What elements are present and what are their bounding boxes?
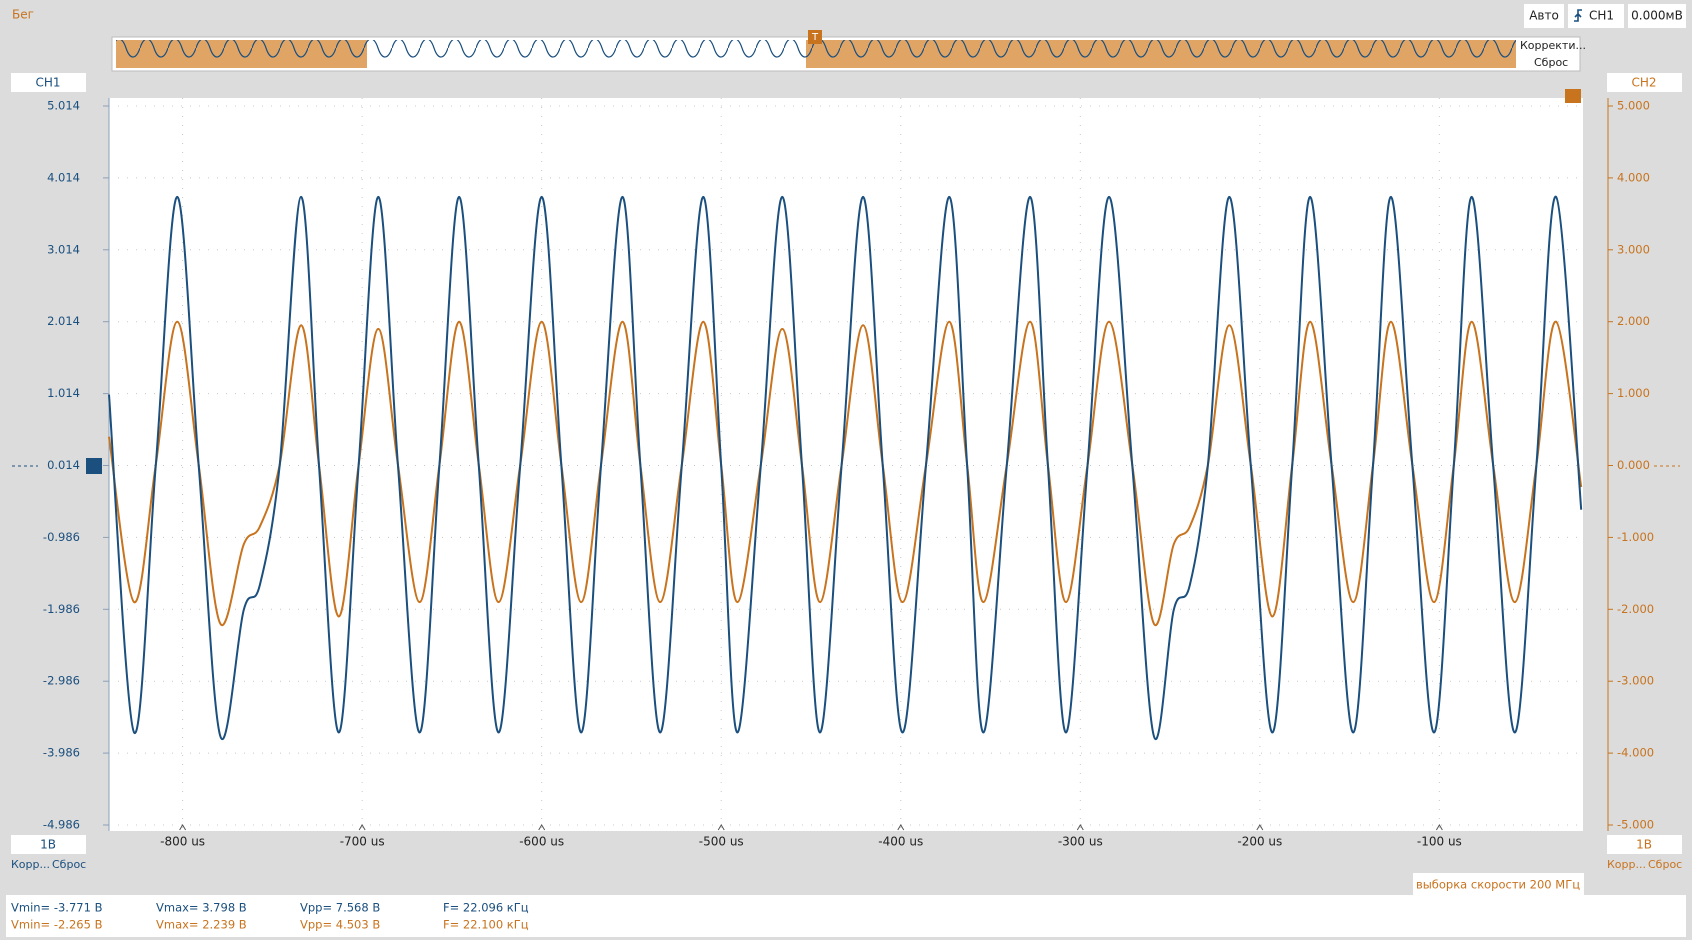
overview-reset[interactable]: Сброс [1534, 56, 1568, 69]
x-tick-label: -700 us [340, 835, 385, 849]
y-tick-label: 1.014 [47, 386, 80, 400]
measurement: F= 22.096 кГц [443, 901, 529, 915]
x-tick [358, 824, 366, 831]
ch2-scale-box[interactable] [1607, 835, 1682, 854]
trigger-source[interactable]: CH1 [1589, 9, 1614, 23]
measurement: Vmin= -3.771 В [11, 901, 103, 915]
x-tick-label: -200 us [1237, 835, 1282, 849]
y2-tick-label: -5.000 [1617, 818, 1654, 832]
measurement: Vmax= 2.239 В [156, 918, 247, 932]
mode-button[interactable] [1524, 4, 1564, 28]
y-tick-label: -2.986 [43, 674, 80, 688]
x-tick-label: -500 us [699, 835, 744, 849]
run-state[interactable]: Бег [12, 8, 34, 22]
ch2-correct[interactable]: Корр... [1607, 858, 1646, 871]
y2-tick-label: 5.000 [1617, 99, 1650, 113]
trigger-icon [1574, 9, 1582, 22]
waveform [108, 195, 1583, 741]
ch2-trigger-marker[interactable] [1565, 89, 1581, 103]
x-tick [1256, 824, 1264, 831]
plot-area [109, 98, 1583, 831]
y-tick-label: 5.014 [47, 99, 80, 113]
ch1-scale[interactable]: 1В [40, 838, 56, 852]
x-tick [717, 824, 725, 831]
x-tick [538, 824, 546, 831]
trigger-marker[interactable] [808, 30, 822, 44]
y2-tick-label: 3.000 [1617, 242, 1650, 256]
y2-tick-label: 1.000 [1617, 386, 1650, 400]
sample-rate: выборка скорости 200 МГц [1416, 878, 1580, 892]
measurement: Vpp= 7.568 В [300, 901, 380, 915]
y-tick-label: 4.014 [47, 170, 80, 184]
ch1-scale-box[interactable] [11, 835, 86, 854]
x-tick-label: -800 us [160, 835, 205, 849]
overview-wave [116, 40, 1516, 68]
y2-tick-label: -3.000 [1617, 674, 1654, 688]
x-tick [897, 824, 905, 831]
mode[interactable]: Авто [1529, 9, 1559, 23]
measurement: Vpp= 4.503 В [300, 918, 380, 932]
x-tick [1076, 824, 1084, 831]
ch1-ref-marker[interactable] [86, 458, 102, 474]
x-tick-label: -100 us [1417, 835, 1462, 849]
y2-tick-label: -1.000 [1617, 530, 1654, 544]
ch2-label[interactable]: CH2 [1631, 76, 1656, 90]
x-tick-label: -400 us [878, 835, 923, 849]
y2-tick-label: -4.000 [1617, 746, 1654, 760]
y-tick-label: -4.986 [43, 818, 80, 832]
ch1-reset[interactable]: Сброс [52, 858, 86, 871]
measurement: Vmin= -2.265 В [11, 918, 103, 932]
measurement-panel [6, 895, 1686, 937]
measurements: Vmin= -3.771 В Vmax= 3.798 В Vpp= 7.568 В F… [11, 901, 529, 932]
ch2-header[interactable] [1607, 73, 1682, 92]
trigger-level[interactable]: 0.000мВ [1631, 9, 1683, 23]
ch2-reset[interactable]: Сброс [1648, 858, 1682, 871]
y2-tick-label: 0.000 [1617, 458, 1650, 472]
measurement: Vmax= 3.798 В [156, 901, 247, 915]
ch1-label[interactable]: CH1 [35, 76, 60, 90]
y2-tick-label: 2.000 [1617, 314, 1650, 328]
ch1-header[interactable] [11, 73, 86, 92]
ch1-correct[interactable]: Корр... [11, 858, 50, 871]
x-tick-label: -600 us [519, 835, 564, 849]
y-tick-label: -1.986 [43, 602, 80, 616]
measurement: F= 22.100 кГц [443, 918, 529, 932]
y-tick-label: -0.986 [43, 530, 80, 544]
x-tick-label: -300 us [1058, 835, 1103, 849]
trigger-marker-label: T [811, 32, 819, 43]
y-tick-label: -3.986 [43, 746, 80, 760]
overview-correct[interactable]: Корректи... [1520, 39, 1586, 52]
sample-rate-box [1413, 873, 1584, 895]
y2-tick-label: 4.000 [1617, 170, 1650, 184]
y-tick-label: 3.014 [47, 242, 80, 256]
x-tick [179, 824, 187, 831]
y-tick-label: 0.014 [47, 458, 80, 472]
x-tick [1435, 824, 1443, 831]
level-button[interactable] [1628, 4, 1686, 28]
y-tick-label: 2.014 [47, 314, 80, 328]
ch2-scale[interactable]: 1В [1636, 838, 1652, 852]
y2-tick-label: -2.000 [1617, 602, 1654, 616]
